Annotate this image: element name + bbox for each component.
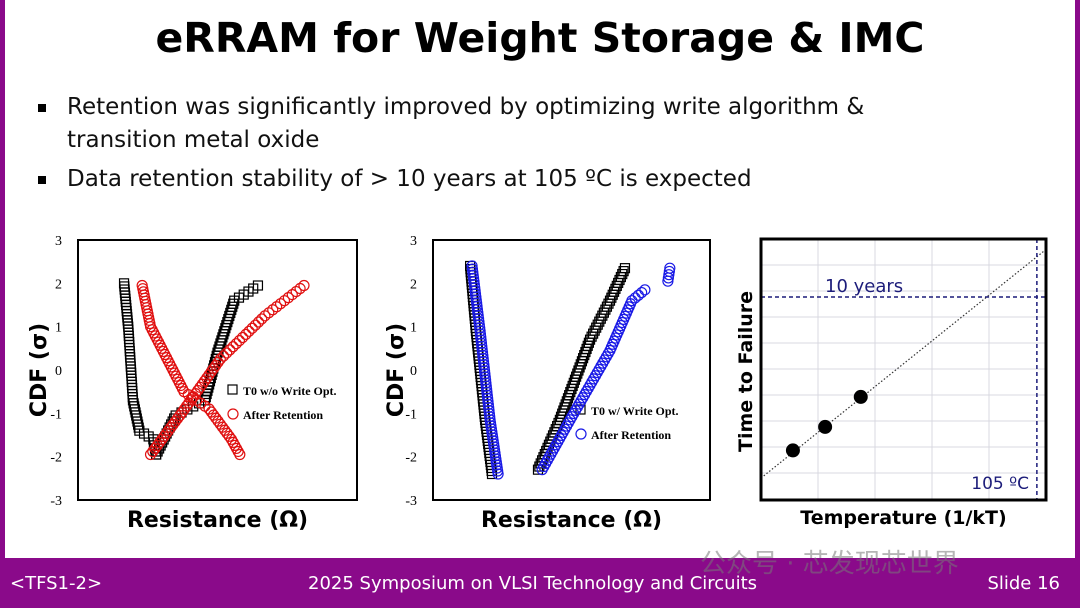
data-point (639, 284, 651, 296)
footer: <TFS1-2> 2025 Symposium on VLSI Technolo… (0, 560, 1080, 608)
cdf-chart-2: 3 2 1 0 -1 -2 -3 Resistance (Ω) CDF (σ) T0 w/ Wri… (384, 234, 711, 533)
data-point (223, 430, 235, 442)
data-point (259, 310, 271, 322)
data-point (252, 316, 265, 328)
y-axis-label: Time to Failure (735, 291, 757, 452)
y-tick-label: -2 (405, 451, 417, 466)
cdf-chart-1: 3 2 1 0 -1 -2 -3 Resistance (Ω) CDF (σ) T0 w/o Wr… (27, 234, 358, 533)
data-point (618, 266, 629, 277)
data-point (619, 263, 631, 274)
series-after-retention (136, 279, 310, 461)
data-point (629, 292, 641, 304)
data-point (853, 389, 868, 404)
y-axis-label: CDF (σ) (384, 323, 409, 417)
data-point (240, 328, 252, 341)
y-tick-label: -3 (50, 494, 62, 509)
x-axis-label: Resistance (Ω) (481, 508, 662, 533)
y-tick-label: 2 (55, 277, 62, 292)
data-point (294, 282, 306, 295)
ten-year-label: 10 years (825, 276, 903, 297)
data-point (233, 334, 246, 347)
data-point (237, 331, 249, 344)
data-point (228, 298, 239, 309)
data-point (785, 443, 800, 458)
data-point (227, 301, 238, 312)
legend-marker-square (227, 384, 238, 395)
data-point (617, 268, 628, 280)
data-point (243, 325, 255, 337)
arrhenius-chart: 10 years 105 ºC Temperature (1/kT) Time to … (735, 237, 1048, 529)
y-tick-label: -2 (50, 451, 62, 466)
fit-line (760, 248, 1047, 479)
y-tick-label: 3 (410, 234, 417, 249)
legend-label: After Retention (243, 408, 323, 422)
data-point (132, 419, 144, 430)
data-point (246, 322, 258, 334)
data-point (252, 280, 264, 291)
data-point (626, 295, 638, 307)
footer-conference: 2025 Symposium on VLSI Technology and Ci… (308, 573, 758, 594)
legend-label: After Retention (591, 428, 671, 442)
temperature-105c-label: 105 ºC (971, 474, 1029, 494)
bullet-1: Retention was significantly improved by … (38, 91, 947, 157)
legend-label: T0 w/ Write Opt. (591, 404, 679, 418)
data-point (290, 285, 302, 298)
data-point (278, 295, 291, 307)
data-point (492, 468, 504, 480)
bullet-square-icon (38, 104, 46, 112)
data-point (221, 347, 233, 359)
data-point (249, 319, 261, 331)
data-point (271, 301, 283, 313)
data-point (230, 338, 242, 350)
data-point (636, 286, 648, 299)
footer-session: <TFS1-2> (10, 573, 103, 594)
legend-marker-circle (227, 408, 239, 420)
y-tick-label: 3 (55, 234, 62, 249)
plot-frame (759, 237, 1048, 502)
y-tick-label: 1 (410, 321, 417, 336)
data-point (224, 344, 236, 356)
data-point (133, 422, 144, 433)
x-axis-label: Temperature (1/kT) (800, 507, 1006, 529)
bullet-square-icon (38, 176, 46, 184)
y-tick-label: -1 (50, 407, 62, 422)
data-point (256, 313, 268, 325)
watermark: 公众号 · 芯发现芯世界 (700, 549, 959, 579)
data-point (263, 307, 275, 319)
data-point (267, 304, 279, 316)
y-tick-label: 0 (410, 364, 417, 379)
data-point (286, 289, 298, 301)
legend-marker-circle (575, 428, 587, 440)
data-point (664, 262, 676, 274)
y-axis-label: CDF (σ) (27, 323, 52, 417)
data-point (217, 350, 230, 362)
data-point (274, 298, 287, 310)
data-point (818, 419, 833, 434)
series-after-retention (466, 260, 676, 480)
data-point (214, 353, 226, 365)
y-tick-label: 1 (55, 321, 62, 336)
data-point (234, 448, 246, 461)
y-tick-label: -3 (405, 494, 417, 509)
y-tick-label: 0 (55, 364, 62, 379)
data-point (632, 289, 644, 301)
y-tick-label: 2 (410, 277, 417, 292)
data-point (298, 279, 310, 292)
footer-slide-number: Slide 16 (987, 573, 1060, 594)
x-axis-label: Resistance (Ω) (127, 508, 308, 533)
slide-title: eRRAM for Weight Storage & IMC (155, 14, 925, 62)
legend-label: T0 w/o Write Opt. (243, 384, 337, 398)
y-tick-label: -1 (405, 407, 417, 422)
bullet-2: Data retention stability of > 10 years a… (38, 163, 947, 196)
data-point (282, 292, 294, 304)
data-point (227, 341, 239, 353)
